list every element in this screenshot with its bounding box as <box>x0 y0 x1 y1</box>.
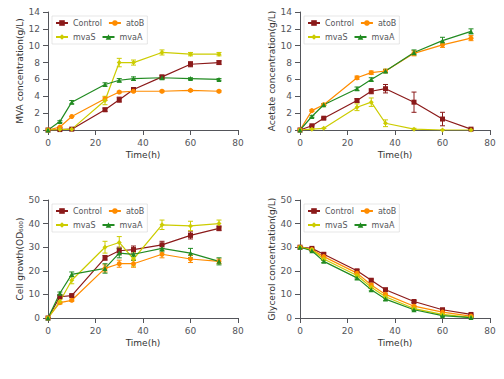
svg-text:Glycerol concentration(g/L): Glycerol concentration(g/L) <box>267 198 277 321</box>
svg-text:60: 60 <box>185 138 197 148</box>
svg-text:mvaS: mvaS <box>325 221 348 230</box>
svg-text:Time(h): Time(h) <box>125 338 161 348</box>
svg-text:Control: Control <box>73 207 102 216</box>
svg-text:40: 40 <box>137 326 149 336</box>
svg-text:atoB: atoB <box>126 207 144 216</box>
svg-text:20: 20 <box>342 326 354 336</box>
svg-text:Acetate concentration(g/L): Acetate concentration(g/L) <box>267 11 277 132</box>
svg-text:0: 0 <box>297 138 303 148</box>
svg-text:80: 80 <box>232 138 244 148</box>
svg-text:mvaA: mvaA <box>120 33 143 42</box>
svg-text:0: 0 <box>45 138 51 148</box>
svg-text:60: 60 <box>437 326 449 336</box>
svg-text:40: 40 <box>281 219 293 229</box>
svg-text:14: 14 <box>29 7 41 17</box>
svg-text:20: 20 <box>281 266 293 276</box>
svg-text:20: 20 <box>90 138 102 148</box>
svg-text:10: 10 <box>29 289 41 299</box>
svg-text:10: 10 <box>281 41 293 51</box>
svg-text:14: 14 <box>281 7 293 17</box>
svg-text:4: 4 <box>286 91 292 101</box>
svg-text:6: 6 <box>34 74 40 84</box>
svg-text:Control: Control <box>73 19 102 28</box>
svg-text:10: 10 <box>281 289 293 299</box>
svg-text:8: 8 <box>34 58 40 68</box>
svg-text:0: 0 <box>34 313 40 323</box>
svg-text:20: 20 <box>342 138 354 148</box>
svg-text:Control: Control <box>325 207 354 216</box>
svg-text:mvaA: mvaA <box>372 33 395 42</box>
svg-text:12: 12 <box>29 24 40 34</box>
svg-text:4: 4 <box>34 91 40 101</box>
svg-text:80: 80 <box>484 138 496 148</box>
svg-text:0: 0 <box>45 326 51 336</box>
svg-text:10: 10 <box>29 41 41 51</box>
svg-text:50: 50 <box>29 195 41 205</box>
svg-text:MVA concentration(g/L): MVA concentration(g/L) <box>15 18 25 123</box>
svg-text:atoB: atoB <box>378 207 396 216</box>
svg-text:mvaS: mvaS <box>73 221 96 230</box>
svg-text:Control: Control <box>325 19 354 28</box>
svg-text:mvaA: mvaA <box>372 221 395 230</box>
svg-text:Time(h): Time(h) <box>125 150 161 160</box>
svg-text:8: 8 <box>286 58 292 68</box>
svg-text:30: 30 <box>29 242 41 252</box>
svg-text:40: 40 <box>137 138 149 148</box>
svg-text:40: 40 <box>389 138 401 148</box>
svg-text:80: 80 <box>232 326 244 336</box>
svg-text:6: 6 <box>286 74 292 84</box>
svg-text:20: 20 <box>90 326 102 336</box>
svg-text:0: 0 <box>34 125 40 135</box>
svg-text:2: 2 <box>286 108 292 118</box>
svg-text:40: 40 <box>29 219 41 229</box>
svg-text:0: 0 <box>286 125 292 135</box>
svg-text:atoB: atoB <box>378 19 396 28</box>
svg-text:0: 0 <box>286 313 292 323</box>
svg-text:50: 50 <box>281 195 293 205</box>
svg-text:60: 60 <box>437 138 449 148</box>
svg-text:atoB: atoB <box>126 19 144 28</box>
svg-text:Time(h): Time(h) <box>377 338 413 348</box>
svg-text:0: 0 <box>297 326 303 336</box>
svg-text:mvaA: mvaA <box>120 221 143 230</box>
svg-text:80: 80 <box>484 326 496 336</box>
svg-text:30: 30 <box>281 242 293 252</box>
svg-text:2: 2 <box>34 108 40 118</box>
svg-text:Time(h): Time(h) <box>377 150 413 160</box>
svg-text:40: 40 <box>389 326 401 336</box>
svg-text:mvaS: mvaS <box>73 33 96 42</box>
svg-text:Cell growth(OD₆₀₀): Cell growth(OD₆₀₀) <box>15 218 25 301</box>
svg-text:60: 60 <box>185 326 197 336</box>
svg-text:20: 20 <box>29 266 41 276</box>
svg-text:12: 12 <box>281 24 292 34</box>
svg-text:mvaS: mvaS <box>325 33 348 42</box>
